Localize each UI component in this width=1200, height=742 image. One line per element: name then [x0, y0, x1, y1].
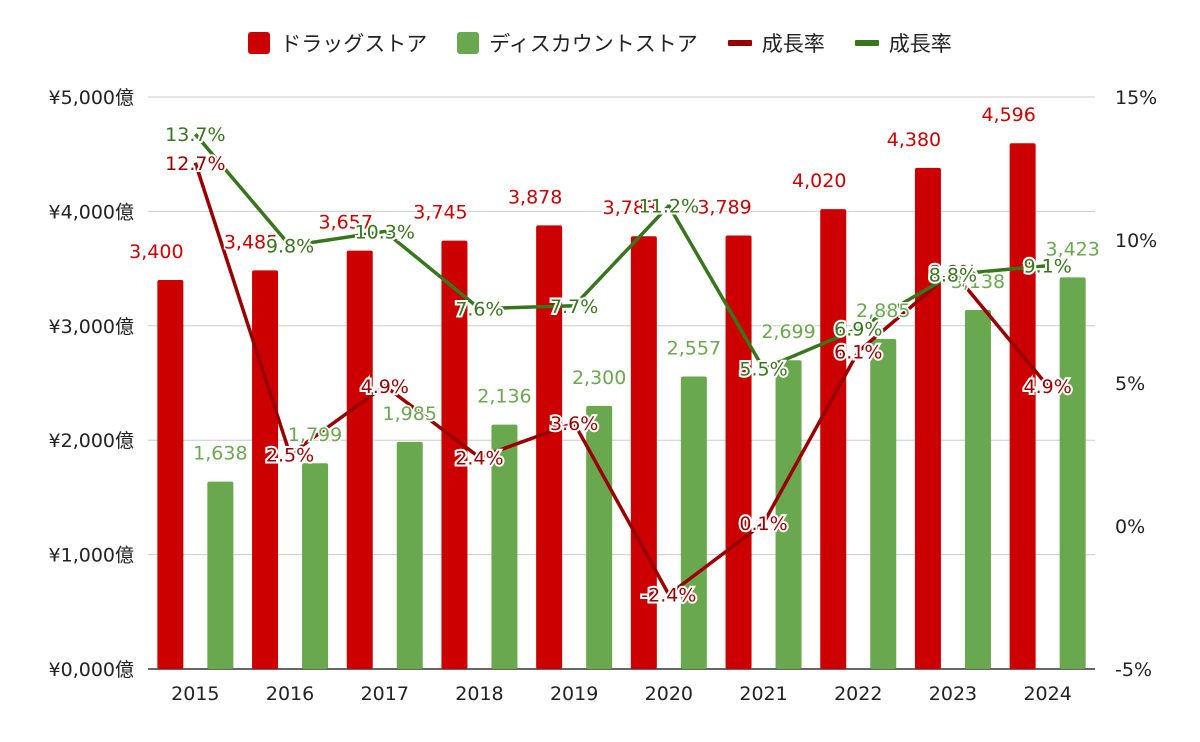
data-label-growth-discount: 7.6%	[455, 299, 503, 321]
data-label-drugstore: 4,020	[792, 170, 846, 192]
x-tick-label: 2021	[739, 683, 787, 705]
data-label-discount: 2,885	[856, 300, 910, 322]
bar-drugstore	[536, 225, 563, 669]
data-label-growth-discount: 10.3%	[355, 221, 415, 243]
x-tick-label: 2018	[455, 683, 503, 705]
y-right-tick-label: 15%	[1115, 87, 1157, 109]
legend-swatch-growth-discount	[854, 40, 879, 46]
x-tick-label: 2015	[171, 683, 219, 705]
x-tick-label: 2024	[1023, 683, 1071, 705]
data-label-drugstore: 3,789	[697, 197, 751, 219]
data-label-growth-drugstore: 4.9%	[361, 376, 409, 398]
data-label-growth-drugstore: 4.9%	[1024, 376, 1072, 398]
y-right-tick-label: 5%	[1115, 373, 1145, 395]
y-left-tick-label: ¥2,000億	[49, 430, 134, 452]
legend-swatch-discount	[457, 32, 480, 54]
legend-label-growth-drugstore: 成長率	[761, 32, 825, 56]
data-label-growth-drugstore: 2.5%	[266, 445, 314, 467]
data-label-drugstore: 3,485	[224, 231, 278, 253]
data-label-drugstore: 3,878	[508, 186, 562, 208]
legend-label-drugstore: ドラッグストア	[280, 32, 428, 56]
x-tick-label: 2019	[550, 683, 598, 705]
data-label-growth-drugstore: 8.9%	[929, 261, 977, 283]
legend-label-discount: ディスカウントストア	[489, 32, 698, 56]
data-label-growth-drugstore: 2.4%	[455, 447, 503, 469]
legend-swatch-growth-drugstore	[727, 40, 752, 46]
data-label-discount: 2,300	[572, 367, 626, 389]
legend-item-discount[interactable]: ディスカウントストア	[457, 28, 698, 58]
y-left-tick-label: ¥0,000億	[49, 659, 134, 681]
bar-discount	[207, 481, 234, 669]
data-label-growth-discount: 7.7%	[550, 296, 598, 318]
x-tick-label: 2023	[929, 683, 977, 705]
data-label-discount: 2,699	[761, 321, 815, 343]
legend-item-drugstore[interactable]: ドラッグストア	[248, 28, 427, 58]
data-label-growth-discount: 13.7%	[165, 124, 225, 146]
data-label-drugstore: 3,400	[129, 241, 183, 263]
bar-drugstore	[252, 270, 279, 669]
y-right-tick-label: 10%	[1115, 230, 1157, 252]
bar-drugstore	[725, 235, 752, 670]
legend-item-growth-drugstore[interactable]: 成長率	[727, 28, 825, 58]
y-right-tick-label: -5%	[1115, 659, 1152, 681]
data-label-growth-drugstore: -2.4%	[641, 585, 696, 607]
bar-discount	[586, 405, 613, 669]
data-label-growth-drugstore: 6.1%	[834, 342, 882, 364]
data-label-discount: 2,557	[667, 337, 721, 359]
data-label-drugstore: 4,596	[981, 104, 1035, 126]
data-label-discount: 1,985	[383, 403, 437, 425]
legend-item-growth-discount[interactable]: 成長率	[854, 28, 952, 58]
bar-discount	[1059, 277, 1086, 669]
bar-drugstore	[157, 280, 184, 669]
y-left-tick-label: ¥1,000億	[49, 545, 134, 567]
data-label-growth-discount: 11.2%	[639, 196, 699, 218]
y-left-tick-label: ¥4,000億	[49, 201, 134, 223]
x-tick-label: 2022	[834, 683, 882, 705]
data-label-growth-discount: 8.8%	[929, 264, 977, 286]
line-growth-drugstore	[193, 162, 1049, 597]
data-label-growth-drugstore: 3.6%	[550, 413, 598, 435]
line-growth-discount	[194, 133, 1048, 371]
bar-discount	[775, 360, 802, 669]
bar-drugstore	[1009, 143, 1036, 670]
bar-drugstore	[820, 209, 847, 669]
legend-label-growth-discount: 成長率	[888, 32, 952, 56]
data-label-discount: 1,638	[193, 443, 247, 465]
data-label-growth-drugstore: 0.1%	[739, 513, 787, 535]
data-label-discount: 3,423	[1045, 238, 1099, 260]
bar-discount	[302, 463, 329, 669]
bar-discount	[396, 441, 423, 669]
bar-drugstore	[441, 240, 468, 669]
data-label-growth-discount: 5.5%	[739, 359, 787, 381]
data-label-growth-discount: 9.8%	[266, 236, 314, 258]
y-left-tick-label: ¥5,000億	[49, 87, 134, 109]
bar-drugstore	[914, 167, 941, 670]
data-label-drugstore: 3,657	[319, 212, 373, 234]
x-tick-label: 2016	[266, 683, 314, 705]
data-label-growth-drugstore: 12.7%	[165, 153, 225, 175]
legend-swatch-drugstore	[248, 32, 271, 54]
data-label-drugstore: 3,783	[603, 197, 657, 219]
legend: ドラッグストア ディスカウントストア 成長率 成長率	[0, 28, 1200, 58]
data-label-discount: 3,138	[951, 271, 1005, 293]
x-tick-label: 2020	[645, 683, 693, 705]
data-label-drugstore: 4,380	[887, 129, 941, 151]
data-label-drugstore: 3,745	[413, 202, 467, 224]
x-tick-label: 2017	[361, 683, 409, 705]
data-label-discount: 1,799	[288, 424, 342, 446]
bar-discount	[491, 424, 518, 669]
data-label-discount: 2,136	[477, 386, 531, 408]
y-right-tick-label: 0%	[1115, 516, 1145, 538]
data-label-growth-discount: 6.9%	[834, 319, 882, 341]
bar-discount	[870, 338, 897, 669]
bar-discount	[680, 376, 707, 669]
data-label-growth-discount: 9.1%	[1024, 256, 1072, 278]
bar-drugstore	[346, 250, 373, 669]
y-left-tick-label: ¥3,000億	[49, 316, 134, 338]
bar-discount	[964, 310, 991, 669]
